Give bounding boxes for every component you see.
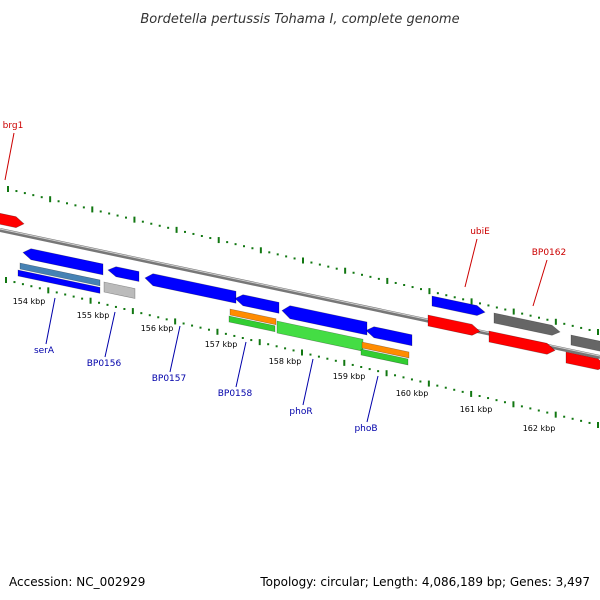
feature-phor-reverse-gene	[281, 305, 368, 336]
label-leader-line	[532, 259, 548, 307]
tick-label: 158 kbp	[269, 357, 302, 366]
label-leader-line	[302, 358, 314, 406]
gene-label-ubie: ubiE	[470, 227, 490, 237]
gene-label-bp0157: BP0157	[152, 374, 187, 384]
label-leader-line	[464, 238, 478, 288]
feature-bp0158-reverse-cds	[229, 308, 277, 326]
feature-sera-reverse-gene	[22, 248, 104, 276]
gene-label-bp0156: BP0156	[87, 359, 122, 369]
genome-summary-text: Topology: circular; Length: 4,086,189 bp…	[259, 575, 590, 589]
feature-bp0156-reverse-gene	[107, 266, 140, 282]
feature-bp0158-reverse-cds-2	[228, 315, 276, 333]
label-leader-line	[235, 341, 247, 388]
label-leader-line	[169, 325, 181, 373]
tick-label: 159 kbp	[333, 372, 366, 381]
tick-label: 162 kbp	[523, 424, 556, 433]
feature-next-gene-forward-gene	[570, 334, 600, 352]
feature-phob-reverse-gene	[365, 326, 413, 347]
tick-label: 157 kbp	[205, 340, 238, 349]
gene-label-phor: phoR	[289, 407, 312, 417]
tick-label: 156 kbp	[141, 324, 174, 333]
gene-label-bp0162: BP0162	[532, 248, 567, 258]
gene-features	[0, 212, 600, 371]
feature-bp0157-reverse-gene	[144, 273, 237, 304]
feature-sera-reverse-cds	[19, 262, 101, 287]
feature-phob-reverse-cds-2	[360, 348, 409, 366]
feature-bp0158-reverse-gene	[234, 294, 280, 314]
tick-label: 160 kbp	[396, 389, 429, 398]
gene-labels: brg1 ubiE BP0162 serA BP0156 BP0157 BP0158 phoR…	[3, 121, 567, 434]
gene-label-brg1: brg1	[3, 121, 24, 131]
map-title: Bordetella pertussis Tohama I, complete …	[140, 12, 459, 27]
feature-bp0162-forward-cds	[488, 330, 556, 355]
label-leader-line	[104, 311, 116, 358]
tick-labels: 154 kbp 155 kbp 156 kbp 157 kbp 158 kbp 159 k…	[13, 297, 556, 433]
feature-sera-reverse-cds-2	[17, 269, 101, 294]
gene-label-phob: phoB	[354, 424, 377, 434]
feature-ubie-forward-cds	[427, 314, 481, 336]
tick-label: 155 kbp	[77, 311, 110, 320]
tick-marks	[5, 186, 599, 428]
feature-bp0156-reverse-cds	[103, 281, 136, 299]
feature-next-gene-forward-cds	[565, 351, 600, 371]
label-leader-line	[45, 297, 56, 345]
label-leader-line	[4, 132, 15, 181]
feature-phob-reverse-cds	[361, 341, 410, 359]
tick-label: 154 kbp	[13, 297, 46, 306]
feature-brg1-forward-cds	[0, 212, 25, 228]
label-leader-line	[366, 375, 379, 423]
feature-ubie-forward-gene	[431, 295, 486, 316]
gene-label-bp0158: BP0158	[218, 389, 253, 399]
feature-bp0162-forward-gene	[493, 312, 561, 336]
gene-label-sera: serA	[34, 346, 55, 356]
tick-label: 161 kbp	[460, 405, 493, 414]
accession-text: Accession: NC_002929	[9, 575, 145, 589]
